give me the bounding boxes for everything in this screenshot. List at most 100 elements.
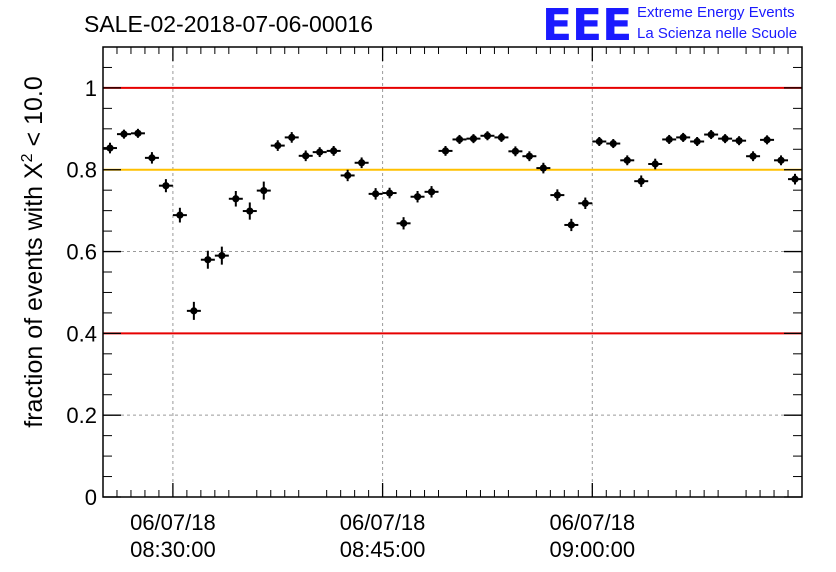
data-point	[774, 155, 789, 166]
plot-frame	[102, 46, 803, 498]
data-marker	[679, 133, 687, 142]
data-marker	[511, 147, 520, 155]
data-marker	[274, 141, 282, 150]
data-point	[186, 301, 201, 320]
y-axis-ticks: 0 0.2 0.4 0.6 0.8 1	[66, 46, 802, 510]
data-point	[676, 132, 691, 142]
data-point	[452, 134, 467, 144]
y-tick-label: 0.6	[66, 240, 97, 265]
data-point	[214, 246, 229, 265]
data-marker	[316, 148, 324, 156]
data-point	[466, 134, 481, 144]
data-point	[256, 181, 271, 200]
data-point	[508, 146, 523, 157]
y-tick-label: 1	[85, 76, 97, 101]
grid-lines	[103, 47, 802, 497]
data-point	[228, 191, 243, 207]
data-point	[634, 175, 649, 187]
data-marker	[204, 256, 212, 264]
data-marker	[595, 137, 603, 146]
data-marker	[483, 132, 492, 140]
data-point	[354, 157, 369, 169]
data-point	[158, 179, 173, 193]
y-tick-label: 0.2	[66, 403, 97, 428]
data-marker	[288, 133, 296, 142]
data-point	[103, 142, 117, 154]
data-marker	[358, 159, 366, 167]
data-marker	[413, 193, 422, 201]
data-marker	[581, 199, 589, 207]
data-marker	[162, 182, 170, 190]
data-point	[298, 150, 313, 162]
data-marker	[525, 152, 533, 160]
data-point	[732, 136, 747, 146]
data-point	[550, 189, 565, 201]
data-point	[662, 134, 677, 144]
data-point	[718, 134, 733, 144]
data-marker	[455, 135, 464, 144]
data-marker	[385, 189, 394, 197]
data-point	[788, 173, 802, 185]
data-marker	[721, 135, 729, 143]
data-marker	[372, 190, 380, 198]
data-point	[760, 135, 775, 145]
data-marker	[148, 154, 156, 162]
data-point	[704, 130, 719, 140]
data-point	[438, 146, 453, 156]
data-marker	[176, 211, 184, 219]
data-point	[606, 139, 621, 149]
y-tick-label: 0	[85, 485, 97, 510]
data-marker	[260, 186, 268, 195]
data-point	[368, 188, 383, 200]
data-point	[284, 132, 299, 143]
data-marker	[791, 175, 799, 183]
data-marker	[134, 129, 142, 137]
data-marker	[553, 191, 561, 199]
data-marker	[609, 139, 617, 148]
data-point	[340, 169, 355, 182]
data-marker	[330, 147, 338, 155]
x-tick-date: 06/07/18	[340, 510, 426, 535]
data-point	[424, 186, 439, 198]
x-tick-time: 09:00:00	[549, 537, 635, 562]
data-marker	[665, 135, 673, 144]
data-marker	[651, 160, 659, 168]
data-marker	[106, 144, 114, 152]
y-tick-label: 0.4	[66, 321, 97, 346]
chart-title: SALE-02-2018-07-06-00016	[84, 11, 373, 37]
data-marker	[344, 171, 352, 180]
data-point	[494, 132, 509, 142]
x-tick-time: 08:30:00	[130, 537, 216, 562]
x-axis-ticks: 06/07/1808:30:0006/07/1808:45:0006/07/18…	[116, 47, 789, 562]
data-marker	[190, 307, 198, 315]
data-marker	[246, 207, 254, 215]
data-point	[564, 218, 579, 232]
x-tick-date: 06/07/18	[549, 510, 635, 535]
data-marker	[735, 137, 743, 145]
data-point	[116, 129, 131, 139]
data-point	[746, 151, 761, 162]
data-points	[103, 128, 802, 320]
data-marker	[777, 156, 785, 164]
eee-logo-line2: La Scienza nelle Scuole	[637, 25, 797, 42]
data-point	[270, 140, 285, 151]
data-point	[578, 197, 593, 209]
data-marker	[567, 221, 575, 229]
data-marker	[232, 195, 240, 203]
data-point	[620, 155, 635, 166]
data-marker	[427, 188, 436, 196]
data-marker	[637, 177, 645, 185]
data-marker	[693, 137, 701, 146]
y-axis-label: fraction of events with X2 < 10.0	[19, 76, 48, 427]
data-point	[396, 217, 411, 230]
data-point	[312, 147, 327, 158]
data-point	[522, 151, 537, 162]
data-point	[326, 146, 341, 156]
data-point	[200, 250, 215, 269]
eee-logo-mark: EEE	[542, 0, 632, 51]
x-tick-date: 06/07/18	[130, 510, 216, 535]
data-marker	[469, 135, 478, 143]
eee-logo: EEE Extreme Energy Events La Scienza nel…	[542, 0, 797, 51]
data-marker	[763, 136, 771, 144]
